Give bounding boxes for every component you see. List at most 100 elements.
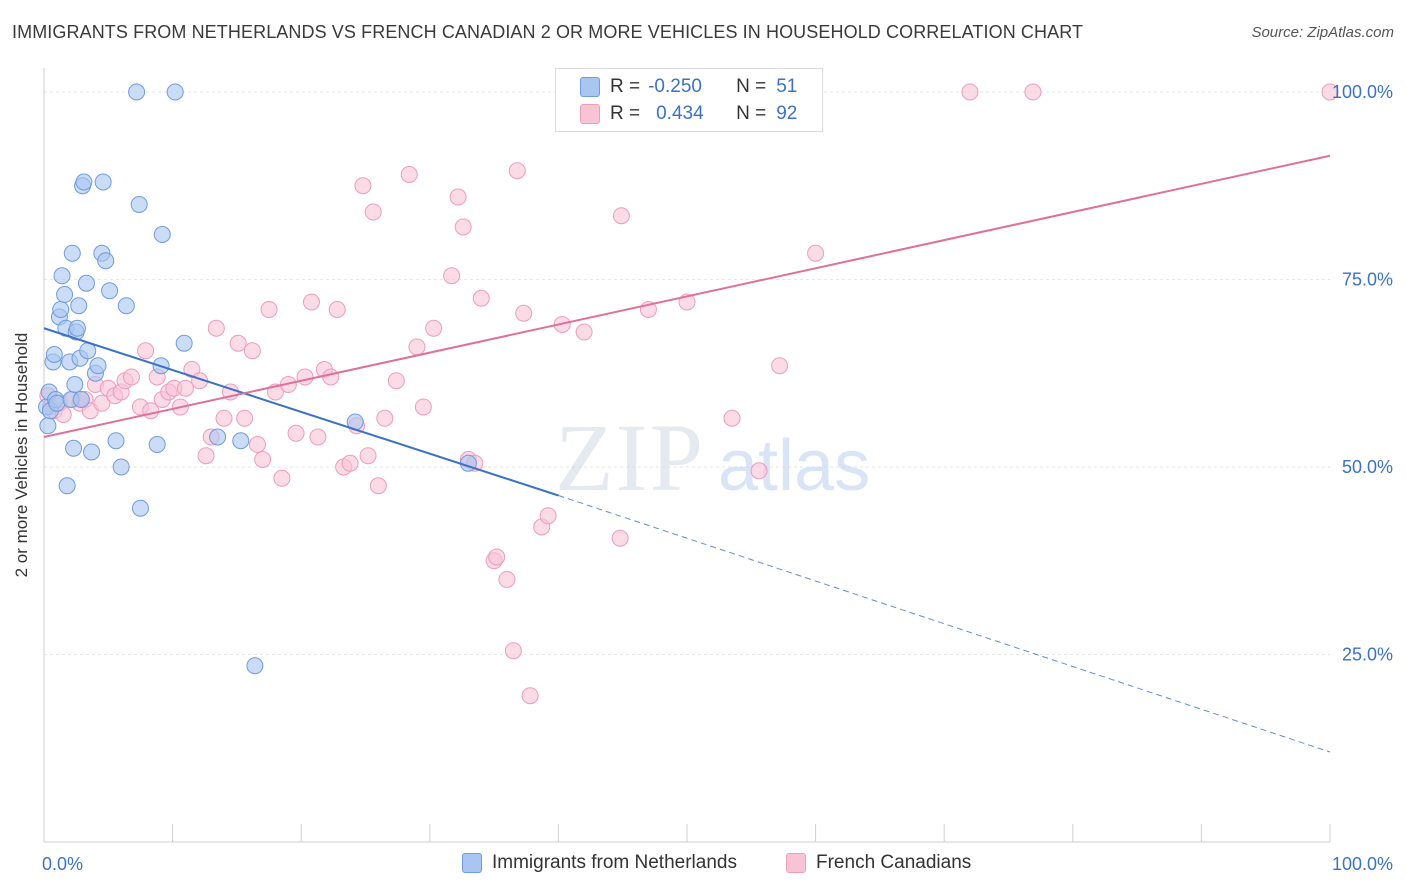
series-french-canadians (39, 83, 1339, 705)
data-point (287, 424, 305, 442)
legend-item-netherlands: Immigrants from Netherlands (462, 852, 737, 874)
data-point (112, 458, 130, 476)
data-point (322, 368, 340, 386)
data-point (93, 394, 111, 412)
y-tick-label: 100.0% (1332, 82, 1393, 102)
data-point (48, 394, 66, 412)
legend-item-french-canadians: French Canadians (786, 852, 971, 874)
data-point (341, 454, 359, 472)
data-point (260, 301, 278, 318)
r-label: R = (610, 76, 641, 97)
data-point (45, 346, 63, 363)
legend-row-netherlands: R = -0.250 N = 51 (580, 74, 797, 100)
data-point (1024, 83, 1042, 101)
data-point (215, 409, 233, 427)
data-point (273, 469, 291, 487)
data-point (723, 409, 741, 427)
data-point (53, 267, 71, 285)
watermark-zip: ZIP (555, 404, 705, 511)
data-point (236, 409, 254, 427)
x-tick-label: 0.0% (42, 854, 83, 874)
trend-line-netherlands-extension (558, 495, 1331, 753)
y-tick-label: 25.0% (1342, 645, 1393, 665)
source-credit: Source: ZipAtlas.com (1251, 24, 1394, 41)
data-point (66, 376, 84, 393)
data-point (248, 436, 266, 453)
data-point (515, 304, 533, 322)
watermark: ZIP atlas (555, 404, 870, 511)
data-point (83, 443, 101, 461)
data-point (539, 507, 557, 525)
data-point (56, 286, 74, 303)
data-point (72, 391, 90, 408)
data-point (575, 323, 593, 341)
trend-line-netherlands (43, 327, 559, 497)
data-point (488, 548, 506, 566)
trend-line-french-canadians (43, 154, 1331, 438)
data-point (771, 357, 789, 375)
y-tick-label: 75.0% (1342, 270, 1393, 290)
n-value: 51 (776, 76, 798, 97)
legend-label: French Canadians (816, 852, 972, 873)
data-point (89, 357, 107, 375)
r-value: -0.250 (648, 76, 702, 97)
x-tick-label: 100.0% (1332, 854, 1393, 874)
data-point (449, 188, 467, 206)
data-point (39, 417, 57, 435)
n-label: N = (736, 103, 767, 124)
data-point (472, 289, 490, 307)
r-value: 0.434 (656, 103, 704, 124)
data-point (153, 226, 171, 243)
data-point (137, 342, 155, 360)
y-tick-label: 50.0% (1342, 457, 1393, 477)
data-point (309, 428, 327, 446)
data-point (612, 207, 630, 225)
data-point (414, 398, 432, 416)
data-point (400, 166, 418, 183)
data-point (387, 372, 405, 390)
data-point (130, 196, 148, 213)
data-point (807, 244, 825, 262)
data-point (296, 368, 314, 386)
data-point (175, 334, 193, 352)
data-point (611, 529, 629, 547)
data-point (243, 342, 261, 360)
grid-lines (44, 91, 1330, 655)
data-point (508, 162, 526, 180)
r-label: R = (610, 103, 641, 124)
data-point (101, 282, 119, 300)
n-value: 92 (776, 103, 798, 124)
trend-lines (43, 154, 1331, 753)
data-point (521, 687, 539, 705)
data-point (425, 319, 443, 337)
correlation-legend: R = -0.250 N = 51 R = 0.434 N = 92 (555, 68, 823, 132)
tick-labels: 25.0% 50.0% 75.0% 100.0% 0.0% 100.0% (42, 82, 1393, 874)
data-point (454, 218, 472, 236)
data-point (65, 439, 83, 457)
legend-row-french-canadians: R = 0.434 N = 92 (580, 101, 797, 127)
series-immigrants-netherlands (38, 83, 477, 675)
data-point (176, 379, 194, 397)
data-point (408, 338, 426, 356)
data-point (229, 334, 247, 352)
data-point (107, 432, 125, 450)
data-point (197, 447, 215, 465)
data-point (148, 436, 166, 453)
data-point (504, 642, 522, 660)
data-point (443, 267, 461, 285)
pink-swatch-icon (786, 853, 806, 873)
data-point (246, 657, 264, 675)
blue-swatch-icon (462, 853, 482, 873)
data-point (131, 499, 149, 517)
data-point (376, 409, 394, 427)
data-point (63, 244, 81, 262)
axes (43, 68, 1331, 843)
data-point (354, 177, 372, 195)
data-point (364, 203, 382, 221)
blue-swatch-icon (580, 77, 600, 97)
data-point (209, 428, 227, 446)
data-point (122, 368, 140, 386)
data-point (328, 301, 346, 318)
data-point (302, 293, 320, 311)
